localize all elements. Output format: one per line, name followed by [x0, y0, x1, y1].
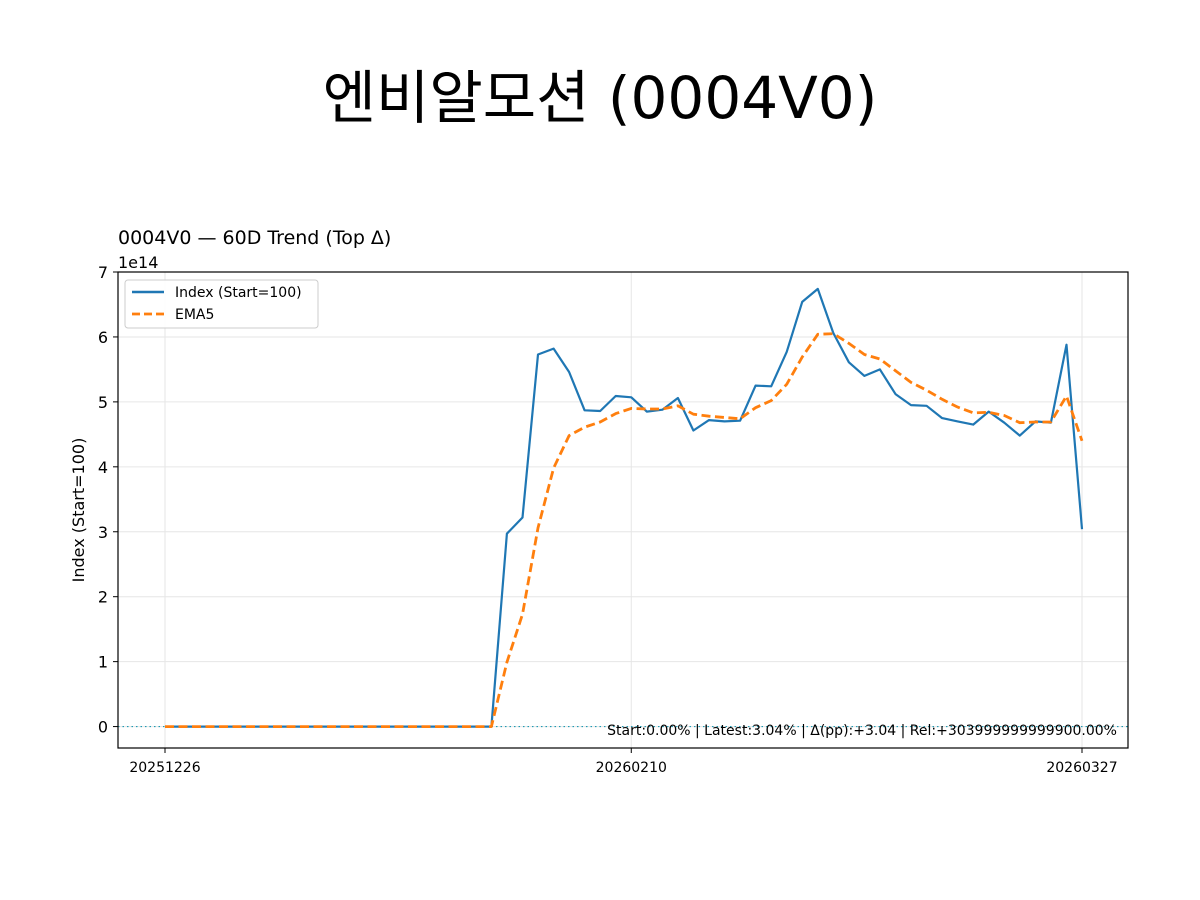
- y-axis-label: Index (Start=100): [69, 438, 88, 583]
- y-axis-ticks: 0 1 2 3 4 5 6 7: [98, 263, 118, 737]
- page-title: 엔비알모션 (0004V0): [322, 64, 878, 132]
- chart-legend: Index (Start=100) EMA5: [124, 279, 319, 329]
- y-tick-label: 2: [98, 588, 108, 607]
- y-tick-label: 6: [98, 328, 108, 347]
- y-tick-label: 0: [98, 718, 108, 737]
- x-axis-ticks: 20251226 20260210 20260327: [129, 748, 1118, 776]
- y-tick-label: 1: [98, 653, 108, 672]
- y-tick-label: 7: [98, 263, 108, 282]
- chart-title: 0004V0 — 60D Trend (Top Δ): [118, 227, 391, 249]
- legend-label-ema5: EMA5: [175, 307, 214, 323]
- y-tick-label: 5: [98, 393, 108, 412]
- x-tick-label: 20251226: [129, 760, 200, 776]
- legend-box: [124, 279, 319, 329]
- plot-frame: [117, 271, 1129, 749]
- series-line-ema5: [165, 332, 1084, 728]
- series-lines: [165, 287, 1084, 728]
- x-tick-label: 20260327: [1046, 760, 1117, 776]
- legend-label-index: Index (Start=100): [175, 285, 302, 301]
- summary-annotation: Start:0.00% | Latest:3.04% | Δ(pp):+3.04…: [607, 723, 1117, 739]
- y-tick-label: 4: [98, 458, 108, 477]
- grid-lines: [118, 271, 1128, 748]
- y-tick-label: 3: [98, 523, 108, 542]
- series-line-index: [165, 287, 1084, 728]
- x-tick-label: 20260210: [596, 760, 667, 776]
- y-axis-offset-label: 1e14: [118, 253, 158, 272]
